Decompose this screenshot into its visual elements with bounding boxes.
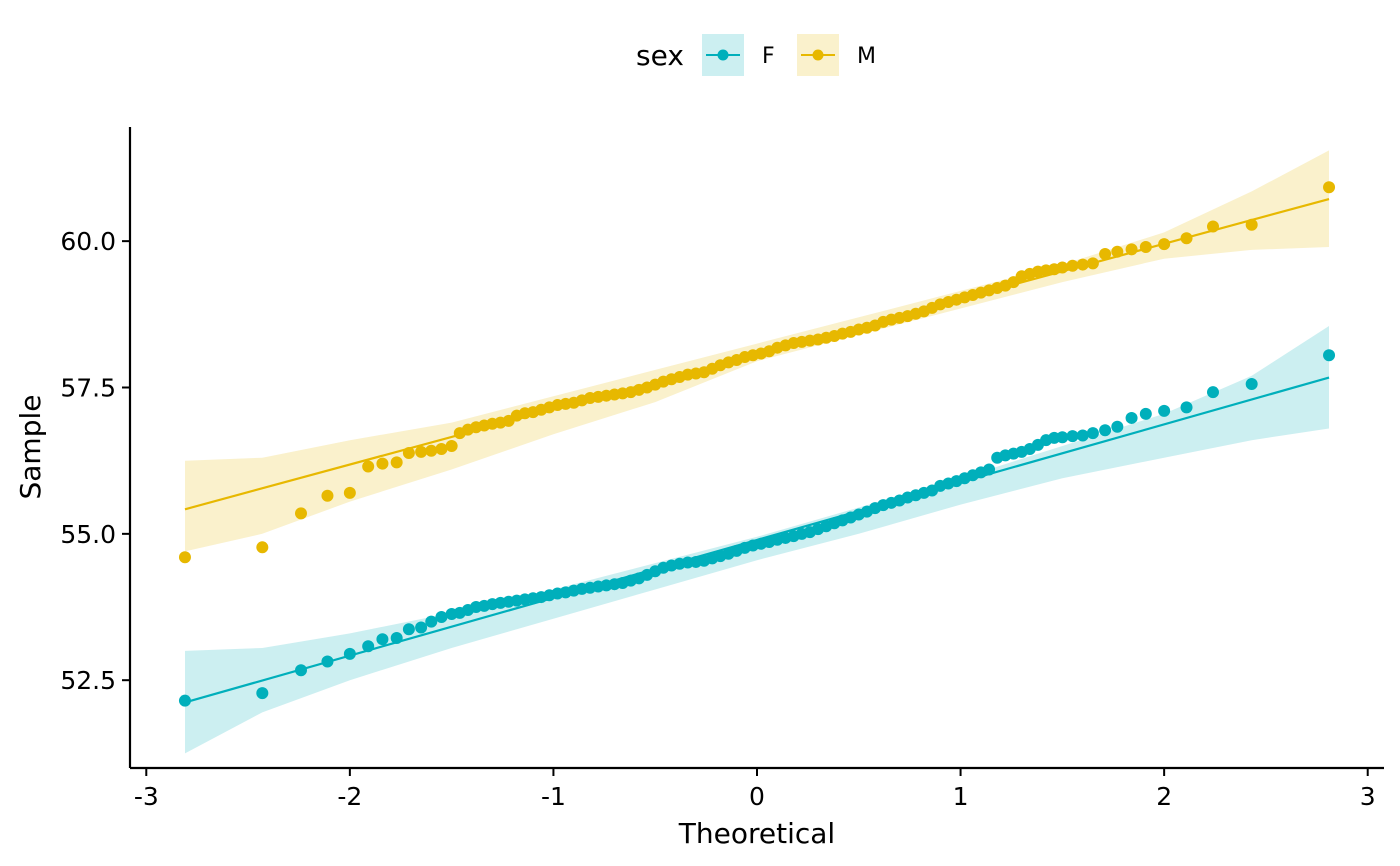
point-f bbox=[178, 694, 191, 707]
legend-title: sex bbox=[636, 39, 684, 72]
legend-label-f: F bbox=[762, 44, 775, 69]
point-f bbox=[435, 610, 448, 623]
point-m bbox=[321, 489, 334, 502]
legend-label-m: M bbox=[857, 44, 876, 69]
point-m bbox=[1207, 220, 1219, 233]
point-f bbox=[1139, 407, 1152, 420]
point-f bbox=[402, 623, 415, 636]
point-m bbox=[1111, 245, 1124, 258]
x-tick-label: -3 bbox=[134, 782, 159, 811]
point-m bbox=[1180, 232, 1193, 245]
point-f bbox=[425, 615, 438, 628]
point-f bbox=[415, 621, 428, 634]
point-f bbox=[1111, 420, 1124, 433]
point-f bbox=[343, 647, 356, 660]
legend-key-point-f bbox=[717, 49, 729, 61]
data-points bbox=[178, 181, 1336, 707]
point-m bbox=[425, 444, 438, 457]
x-tick-label: -1 bbox=[541, 782, 566, 811]
point-f bbox=[1207, 386, 1219, 399]
point-m bbox=[1245, 218, 1258, 231]
point-m bbox=[1125, 243, 1138, 256]
point-m bbox=[343, 486, 356, 499]
point-f bbox=[321, 655, 334, 668]
point-f bbox=[1066, 430, 1079, 443]
point-m bbox=[415, 445, 428, 458]
point-f bbox=[983, 463, 996, 476]
point-f bbox=[1099, 424, 1112, 437]
y-axis-title: Sample bbox=[14, 395, 47, 500]
y-axis-ticks: 52.5 55.0 57.5 60.0 bbox=[60, 227, 130, 695]
x-axis-ticks: -3 -2 -1 0 1 2 3 bbox=[134, 768, 1376, 811]
point-m bbox=[445, 440, 458, 453]
point-f bbox=[1245, 377, 1258, 390]
point-f bbox=[256, 687, 269, 700]
point-f bbox=[1158, 404, 1171, 417]
point-m bbox=[376, 457, 389, 470]
x-tick-label: -2 bbox=[337, 782, 362, 811]
x-tick-label: 2 bbox=[1156, 782, 1172, 811]
point-m bbox=[435, 442, 448, 455]
y-tick-label: 60.0 bbox=[60, 227, 116, 256]
point-f bbox=[295, 664, 307, 677]
x-axis-title: Theoretical bbox=[678, 817, 835, 850]
y-tick-label: 55.0 bbox=[60, 520, 116, 549]
point-m bbox=[1139, 241, 1152, 254]
x-tick-label: 1 bbox=[953, 782, 969, 811]
point-m bbox=[402, 447, 415, 460]
y-tick-label: 52.5 bbox=[60, 666, 116, 695]
point-f bbox=[390, 632, 403, 645]
y-tick-label: 57.5 bbox=[60, 373, 116, 402]
point-f bbox=[376, 633, 389, 646]
point-m bbox=[178, 551, 191, 564]
point-m bbox=[1158, 238, 1171, 251]
point-f bbox=[362, 640, 375, 653]
point-f bbox=[1323, 349, 1336, 362]
point-m bbox=[1099, 248, 1112, 261]
x-tick-label: 0 bbox=[749, 782, 765, 811]
point-m bbox=[1066, 259, 1079, 272]
point-f bbox=[1056, 431, 1069, 444]
legend-key-point-m bbox=[812, 49, 824, 61]
point-m bbox=[1056, 261, 1069, 274]
point-f bbox=[1086, 427, 1099, 440]
point-f bbox=[1125, 411, 1138, 424]
point-f bbox=[1076, 429, 1089, 442]
confidence-bands bbox=[185, 150, 1329, 754]
point-m bbox=[295, 507, 307, 520]
point-m bbox=[390, 456, 403, 469]
point-m bbox=[362, 460, 375, 473]
point-m bbox=[1076, 258, 1089, 271]
point-m bbox=[1323, 181, 1336, 194]
x-tick-label: 3 bbox=[1360, 782, 1376, 811]
point-m bbox=[256, 541, 269, 554]
point-f bbox=[1180, 401, 1193, 414]
point-m bbox=[1086, 257, 1099, 270]
